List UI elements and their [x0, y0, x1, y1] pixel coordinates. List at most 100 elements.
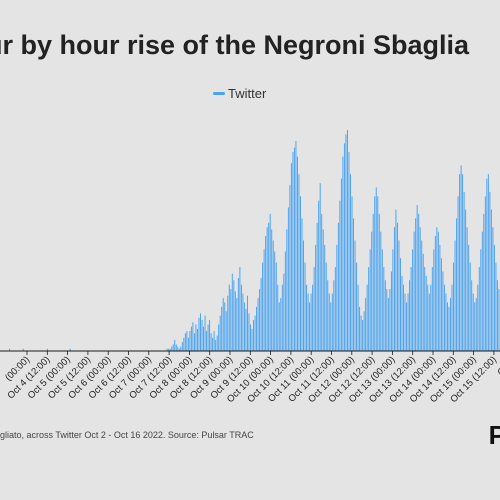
legend-label-twitter: Twitter [228, 86, 267, 101]
bar [427, 284, 429, 351]
bar [243, 302, 245, 351]
bar [315, 244, 317, 351]
bar [451, 284, 453, 351]
bar [387, 297, 389, 351]
bar [215, 339, 217, 351]
bar [456, 218, 458, 351]
bar [422, 253, 424, 351]
bar [321, 213, 323, 351]
bar [189, 331, 191, 351]
bar [357, 284, 359, 351]
bar [318, 200, 320, 351]
bar [360, 315, 362, 351]
bar [203, 326, 205, 351]
bar [487, 174, 489, 351]
bar [227, 295, 229, 351]
bar [195, 324, 197, 351]
bar [210, 333, 212, 351]
bar [286, 229, 288, 351]
x-tick-label: Oct 1 [495, 354, 500, 378]
bar [166, 348, 168, 351]
bar [225, 311, 227, 351]
bar [193, 333, 195, 351]
bar [221, 306, 223, 351]
bar [283, 273, 285, 351]
bar [196, 328, 198, 351]
bar [346, 130, 348, 351]
bar [256, 306, 258, 351]
bar [419, 227, 421, 351]
bar [434, 236, 436, 351]
bar [280, 297, 282, 351]
x-axis-tick-labels: (00:00)Oct 4 (12:00)Oct 5 (00:00)Oct 5 (… [3, 354, 500, 405]
bar [327, 280, 329, 351]
bar [295, 141, 297, 351]
bar [460, 165, 462, 351]
bar [413, 231, 415, 351]
bar [337, 222, 339, 351]
bar [436, 227, 438, 351]
bar [442, 271, 444, 351]
bar [269, 213, 271, 351]
bar [303, 240, 305, 351]
brand-logo: P [488, 420, 500, 450]
bar [489, 191, 491, 351]
bar [192, 322, 194, 351]
bar [180, 346, 182, 351]
bar [440, 258, 442, 351]
bar [477, 284, 479, 351]
bar [177, 346, 179, 351]
bar [253, 320, 255, 351]
bar [260, 278, 262, 351]
bar [369, 249, 371, 351]
bar [398, 240, 400, 351]
bar [228, 284, 230, 351]
bar [371, 231, 373, 351]
legend[interactable]: Twitter [213, 86, 266, 101]
bar [306, 284, 308, 351]
bar [380, 231, 382, 351]
bar [266, 227, 268, 351]
bar [336, 244, 338, 351]
bar [281, 284, 283, 351]
bar [354, 240, 356, 351]
bar [348, 152, 350, 351]
bar [278, 302, 280, 351]
bar [457, 196, 459, 351]
bar [351, 196, 353, 351]
bar [234, 291, 236, 351]
bar [237, 278, 239, 351]
bar [469, 262, 471, 351]
bar [381, 249, 383, 351]
bar [207, 324, 209, 351]
bar [496, 280, 498, 351]
bar [377, 196, 379, 351]
bar [251, 328, 253, 351]
bar-chart: (00:00)Oct 4 (12:00)Oct 5 (00:00)Oct 5 (… [0, 130, 500, 405]
bar [322, 229, 324, 351]
bar [213, 331, 215, 351]
source-footnote: gliato, across Twitter Oct 2 - Oct 16 20… [0, 430, 254, 440]
bar [231, 273, 233, 351]
bar [183, 337, 185, 351]
bar [421, 240, 423, 351]
bar [498, 289, 500, 351]
bar [383, 267, 385, 351]
bar [324, 244, 326, 351]
bar [284, 251, 286, 351]
bar [239, 267, 241, 351]
bar [392, 249, 394, 351]
bar [262, 262, 264, 351]
bar [493, 244, 495, 351]
bars-group [0, 130, 500, 351]
bar [418, 213, 420, 351]
bar [289, 185, 291, 351]
bar [395, 209, 397, 351]
bar [372, 213, 374, 351]
chart-title: ur by hour rise of the Negroni Sbaglia [0, 30, 470, 60]
bar [301, 218, 303, 351]
bar [481, 231, 483, 351]
bar [390, 271, 392, 351]
bar [375, 187, 377, 351]
bar [250, 324, 251, 351]
